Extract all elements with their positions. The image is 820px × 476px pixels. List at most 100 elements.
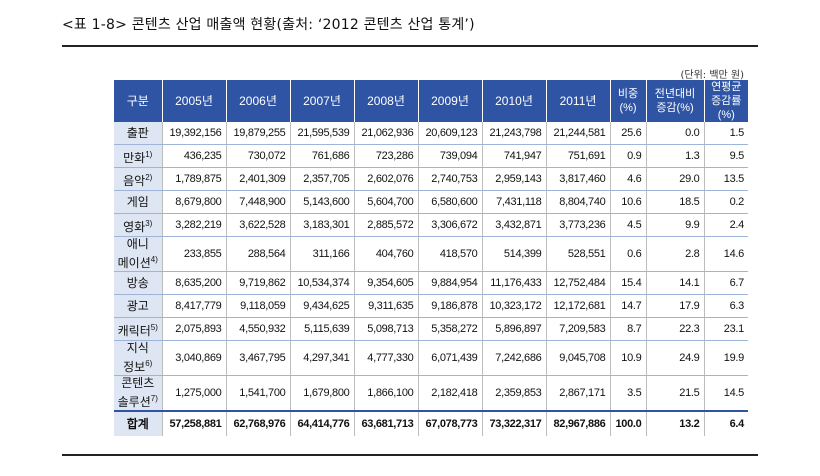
header-share-line1: 비중 [617, 88, 639, 100]
total-row: 합계 57,258,881 62,768,976 64,414,776 63,681,7… [114, 410, 748, 436]
total-cell: 57,258,881 [162, 410, 227, 436]
row-label: 방송 [114, 271, 163, 295]
row-label-text: 솔루션 [117, 395, 151, 409]
header-share: 비중 (%) [610, 80, 647, 122]
table-row: 광고 8,417,779 9,118,059 9,434,625 9,311,635 9,… [114, 294, 748, 318]
footnote-marker: 5) [150, 322, 158, 332]
table-cell: 10,534,374 [290, 271, 355, 295]
table-cell: 3,282,219 [162, 213, 227, 237]
table-row: 애니 메이션4) 233,855 288,564 311,166 404,760 418,5… [114, 236, 748, 272]
table-cell: 2,602,076 [354, 167, 419, 191]
table-row: 지식 정보6) 3,040,869 3,467,795 4,297,341 4,777,3… [114, 340, 748, 376]
table-cell: 8,417,779 [162, 294, 227, 318]
revenue-table: 구분 2005년 2006년 2007년 2008년 2009년 2010년 2… [114, 80, 748, 436]
table-cell: 3,773,236 [546, 213, 611, 237]
header-year: 2009년 [418, 80, 483, 122]
header-year: 2007년 [290, 80, 355, 122]
table-cell: 8,804,740 [546, 190, 611, 214]
table-cell: 5,358,272 [418, 317, 483, 341]
table-cell: 9,045,708 [546, 340, 611, 376]
table-cell: 2,959,143 [482, 167, 547, 191]
table-cell: 4,297,341 [290, 340, 355, 376]
header-year: 2006년 [226, 80, 291, 122]
table-cell: 0.2 [704, 190, 748, 214]
table-cell: 1,541,700 [226, 375, 291, 412]
header-year: 2010년 [482, 80, 547, 122]
row-label: 애니 메이션4) [114, 236, 163, 272]
table-cell: 0.6 [610, 236, 647, 272]
table-row: 콘텐츠 솔루션7) 1,275,000 1,541,700 1,679,800 1,866… [114, 375, 748, 412]
table-cell: 1.3 [646, 144, 705, 168]
row-label: 음악2) [114, 167, 163, 191]
table-cell: 6,071,439 [418, 340, 483, 376]
total-cell: 64,414,776 [290, 410, 355, 436]
table-cell: 1,275,000 [162, 375, 227, 412]
table-cell: 9,118,059 [226, 294, 291, 318]
table-cell: 19,392,156 [162, 122, 227, 145]
table-cell: 20,609,123 [418, 122, 483, 145]
row-label: 지식 정보6) [114, 340, 163, 376]
total-label: 합계 [114, 410, 163, 436]
table-row: 게임 8,679,800 7,448,900 5,143,600 5,604,700 6,… [114, 190, 748, 214]
footnote-marker: 3) [145, 218, 153, 228]
total-cell: 100.0 [610, 410, 647, 436]
header-yoy-line2: 증감(%) [656, 102, 694, 114]
row-label-text: 출판 [126, 125, 149, 140]
table-cell: 3,306,672 [418, 213, 483, 237]
table-cell: 12,172,681 [546, 294, 611, 318]
bottom-rule [62, 454, 758, 456]
table-cell: 14.6 [704, 236, 748, 272]
row-label-text: 만화 [123, 150, 146, 165]
table-cell: 21,062,936 [354, 122, 419, 145]
table-cell: 11,176,433 [482, 271, 547, 295]
table-cell: 12,752,484 [546, 271, 611, 295]
table-cell: 9.5 [704, 144, 748, 168]
table-row: 방송 8,635,200 9,719,862 10,534,374 9,354,605 9… [114, 271, 748, 295]
table-cell: 29.0 [646, 167, 705, 191]
row-label-text: 지식 [126, 341, 149, 355]
table-row: 영화3) 3,282,219 3,622,528 3,183,301 2,885,572… [114, 213, 748, 237]
table-cell: 1,679,800 [290, 375, 355, 412]
row-label: 영화3) [114, 213, 163, 237]
header-cagr-line1: 연평균 [711, 81, 742, 93]
table-cell: 761,686 [290, 144, 355, 168]
total-cell: 67,078,773 [418, 410, 483, 436]
table-cell: 233,855 [162, 236, 227, 272]
table-cell: 2,867,171 [546, 375, 611, 412]
header-share-line2: (%) [619, 102, 637, 114]
table-cell: 9,434,625 [290, 294, 355, 318]
row-label: 캐릭터5) [114, 317, 163, 341]
table-cell: 21,244,581 [546, 122, 611, 145]
header-cagr: 연평균 증감률(%) [704, 80, 748, 122]
table-cell: 9,311,635 [354, 294, 419, 318]
table-cell: 311,166 [290, 236, 355, 272]
table-cell: 21,243,798 [482, 122, 547, 145]
table-row: 음악2) 1,789,875 2,401,309 2,357,705 2,602,076… [114, 167, 748, 191]
table-cell: 3,467,795 [226, 340, 291, 376]
table-cell: 5,604,700 [354, 190, 419, 214]
header-year: 2008년 [354, 80, 419, 122]
row-label-text: 음악 [123, 173, 146, 188]
table-cell: 4,777,330 [354, 340, 419, 376]
table-cell: 741,947 [482, 144, 547, 168]
table-cell: 751,691 [546, 144, 611, 168]
header-yoy-line1: 전년대비 [654, 88, 696, 100]
table-cell: 9,884,954 [418, 271, 483, 295]
table-cell: 8,635,200 [162, 271, 227, 295]
table-cell: 723,286 [354, 144, 419, 168]
row-label-text: 메이션 [117, 256, 151, 270]
table-cell: 528,551 [546, 236, 611, 272]
table-cell: 2,359,853 [482, 375, 547, 412]
row-label: 출판 [114, 122, 163, 145]
table-cell: 5,115,639 [290, 317, 355, 341]
table-cell: 1,866,100 [354, 375, 419, 412]
table-cell: 10.9 [610, 340, 647, 376]
table-cell: 3,183,301 [290, 213, 355, 237]
table-cell: 18.5 [646, 190, 705, 214]
table-cell: 24.9 [646, 340, 705, 376]
table-cell: 2,357,705 [290, 167, 355, 191]
table-cell: 9.9 [646, 213, 705, 237]
total-cell: 63,681,713 [354, 410, 419, 436]
table-cell: 8.7 [610, 317, 647, 341]
